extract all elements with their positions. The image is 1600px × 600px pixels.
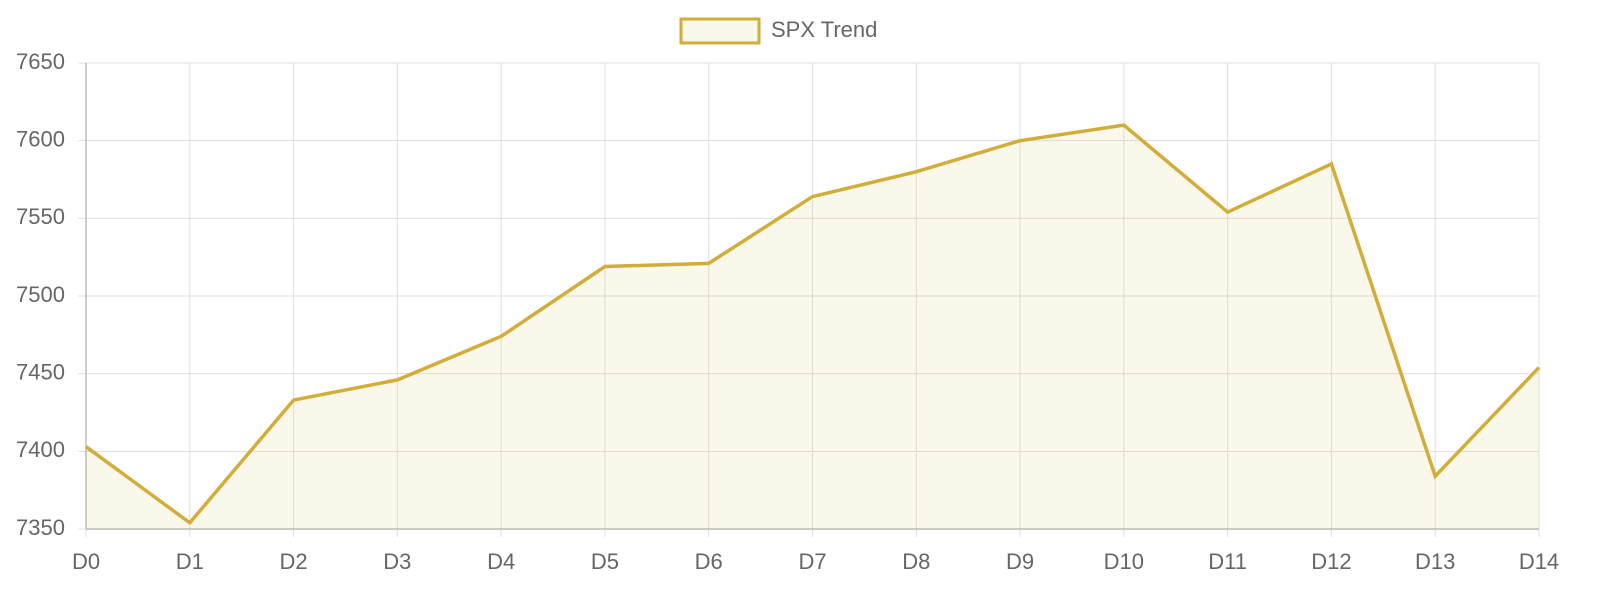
x-tick-label: D12 bbox=[1311, 549, 1351, 574]
y-tick-label: 7400 bbox=[16, 437, 65, 462]
x-tick-label: D0 bbox=[72, 549, 100, 574]
y-tick-label: 7350 bbox=[16, 515, 65, 540]
y-tick-label: 7600 bbox=[16, 126, 65, 151]
x-tick-label: D6 bbox=[695, 549, 723, 574]
x-tick-label: D14 bbox=[1519, 549, 1559, 574]
legend-label: SPX Trend bbox=[771, 17, 877, 42]
x-tick-label: D5 bbox=[591, 549, 619, 574]
x-tick-label: D4 bbox=[487, 549, 515, 574]
x-tick-label: D3 bbox=[383, 549, 411, 574]
legend-swatch bbox=[679, 17, 761, 45]
y-tick-label: 7500 bbox=[16, 282, 65, 307]
y-tick-label: 7650 bbox=[16, 49, 65, 74]
x-tick-label: D10 bbox=[1104, 549, 1144, 574]
y-tick-label: 7550 bbox=[16, 204, 65, 229]
area bbox=[86, 125, 1539, 529]
x-tick-label: D13 bbox=[1415, 549, 1455, 574]
x-tick-label: D8 bbox=[902, 549, 930, 574]
x-tick-label: D11 bbox=[1208, 549, 1247, 574]
x-tick-label: D9 bbox=[1006, 549, 1034, 574]
x-tick-label: D2 bbox=[280, 549, 308, 574]
x-tick-label: D7 bbox=[798, 549, 826, 574]
x-tick-label: D1 bbox=[176, 549, 204, 574]
y-tick-label: 7450 bbox=[16, 359, 65, 384]
line bbox=[84, 123, 1541, 526]
